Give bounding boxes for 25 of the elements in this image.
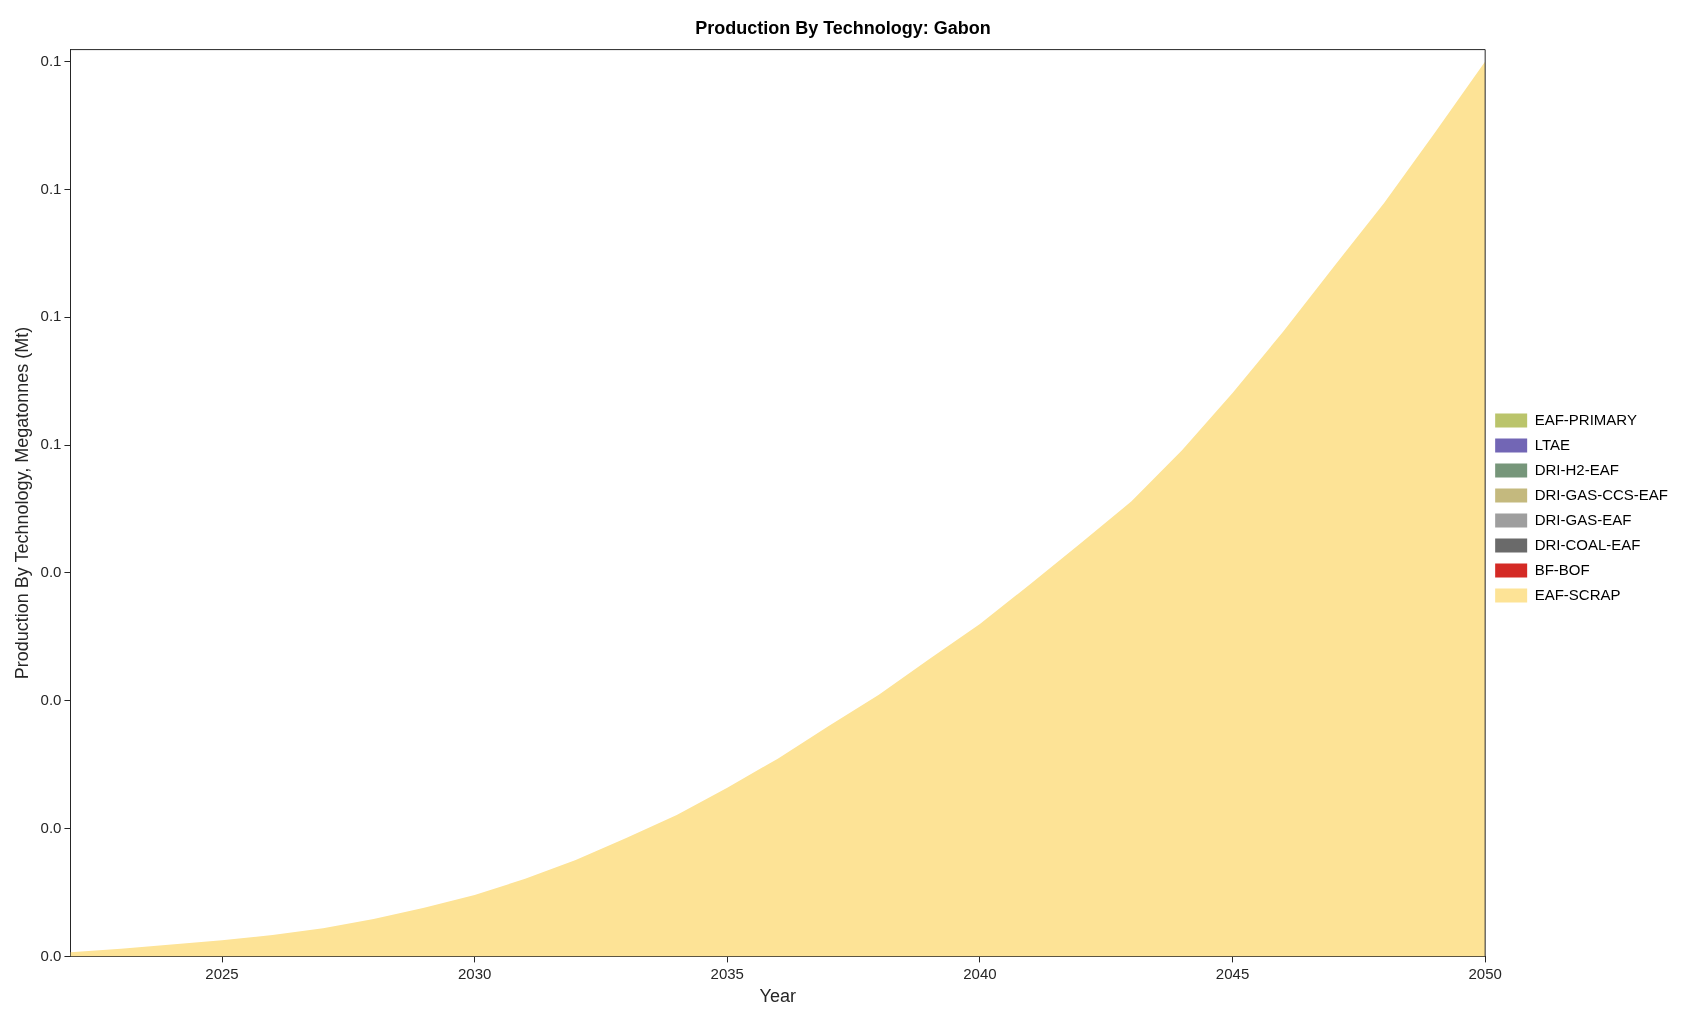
legend-label: DRI-GAS-EAF [1534,510,1632,528]
y-tick-label: 0.1 [40,307,62,325]
legend-label: DRI-GAS-CCS-EAF [1534,485,1669,503]
legend-label: EAF-PRIMARY [1534,410,1637,428]
y-tick-label: 0.0 [40,563,62,581]
y-axis-title: Production By Technology, Megatonnes (Mt) [11,326,32,680]
y-tick-label: 0.1 [40,179,62,197]
y-tick-label: 0.1 [40,51,62,69]
chart-title: Production By Technology: Gabon [695,17,991,38]
y-tick-label: 0.0 [40,946,62,964]
legend-label: BF-BOF [1534,560,1590,578]
legend-label: EAF-SCRAP [1534,585,1621,603]
x-tick-label: 2025 [205,964,239,982]
x-tick-label: 2040 [963,964,997,982]
x-tick-label: 2045 [1215,964,1250,982]
y-tick-label: 0.0 [40,818,62,836]
legend-label: LTAE [1534,435,1570,453]
legend-label: DRI-COAL-EAF [1534,535,1641,553]
x-axis-title: Year [759,986,796,1007]
y-tick-label: 0.0 [40,690,62,708]
y-tick-label: 0.1 [40,435,62,453]
x-tick-label: 2050 [1468,964,1502,982]
x-tick-label: 2030 [457,964,492,982]
x-tick-label: 2035 [710,964,744,982]
legend-label: DRI-H2-EAF [1534,460,1619,478]
